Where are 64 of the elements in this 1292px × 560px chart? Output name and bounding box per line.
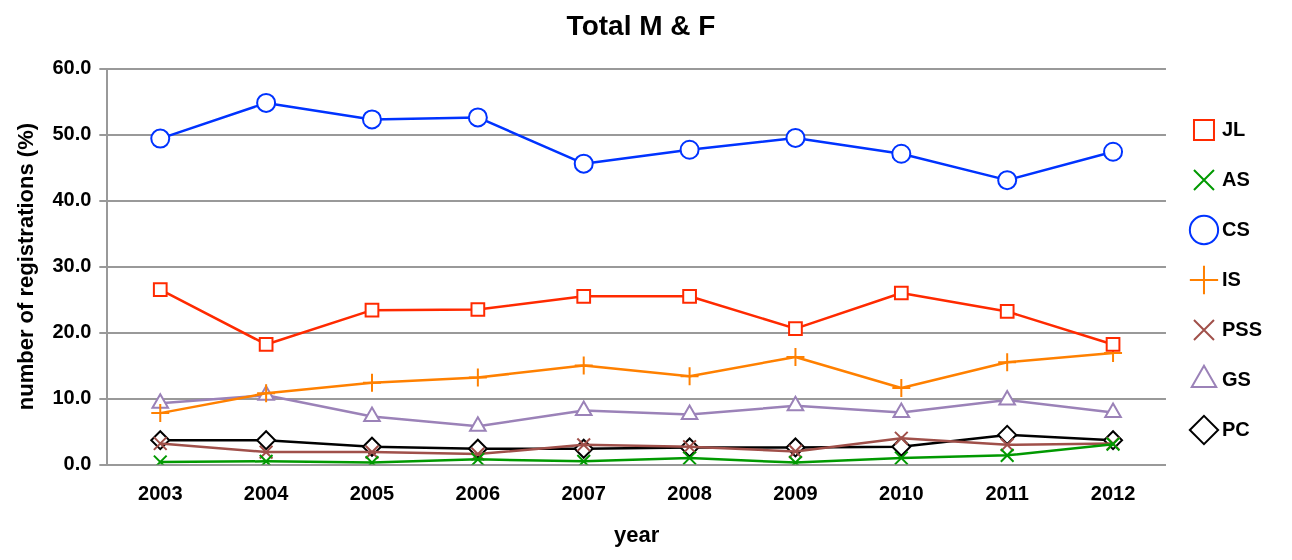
point	[467, 367, 488, 388]
point	[470, 302, 486, 317]
point	[682, 450, 697, 465]
legend-label: CS	[1221, 217, 1250, 240]
x-axis-title: year	[614, 521, 660, 547]
point	[256, 92, 277, 113]
point	[997, 170, 1018, 191]
point	[997, 352, 1018, 373]
legend-label: PC	[1221, 417, 1250, 440]
point	[364, 302, 380, 318]
point	[1103, 141, 1124, 162]
y-tick-label: 50.0	[52, 122, 92, 145]
y-tick-label: 20.0	[52, 320, 92, 343]
point	[467, 107, 488, 128]
x-tick-label: 2012	[1090, 482, 1136, 505]
x-tick-label: 2008	[667, 482, 712, 505]
point	[679, 366, 700, 387]
point	[573, 355, 594, 376]
point	[682, 288, 697, 304]
point	[150, 128, 171, 149]
point	[152, 282, 168, 298]
legend-label: GS	[1221, 367, 1251, 390]
point	[1105, 337, 1121, 352]
point	[576, 288, 592, 304]
y-tick-label: 30.0	[52, 254, 92, 277]
point	[893, 285, 909, 301]
point	[679, 139, 700, 160]
legend-label: JL	[1221, 117, 1246, 140]
point	[785, 127, 806, 148]
point	[361, 372, 382, 393]
y-axis-title: number of registrations (%)	[13, 122, 39, 411]
x-tick-label: 2004	[243, 482, 290, 505]
y-tick-label: 40.0	[52, 188, 92, 211]
x-tick-label: 2011	[985, 482, 1029, 505]
y-tick-label: 60.0	[52, 56, 92, 79]
chart-title: Total M & F	[566, 9, 716, 41]
point	[788, 321, 803, 336]
x-tick-label: 2007	[561, 482, 606, 505]
point	[893, 430, 909, 446]
legend-label: AS	[1221, 167, 1250, 190]
x-tick-label: 2006	[455, 482, 501, 505]
x-tick-label: 2005	[349, 482, 395, 505]
point	[891, 378, 912, 399]
legend-label: IS	[1221, 267, 1241, 290]
point	[891, 143, 912, 164]
x-tick-label: 2010	[879, 482, 924, 505]
point	[256, 430, 277, 451]
point	[997, 424, 1018, 445]
legend-label: PSS	[1221, 317, 1263, 340]
point	[150, 403, 171, 424]
x-tick-label: 2003	[138, 482, 183, 505]
point	[361, 109, 382, 130]
point	[470, 451, 486, 465]
point	[999, 304, 1015, 319]
point	[893, 450, 909, 465]
point	[999, 437, 1015, 453]
point	[258, 444, 274, 460]
y-tick-label: 0.0	[63, 452, 92, 475]
point	[573, 153, 594, 174]
x-tick-label: 2009	[773, 482, 818, 505]
point	[258, 337, 274, 352]
y-tick-label: 10.0	[52, 386, 92, 409]
point	[785, 347, 806, 368]
point	[999, 448, 1015, 463]
